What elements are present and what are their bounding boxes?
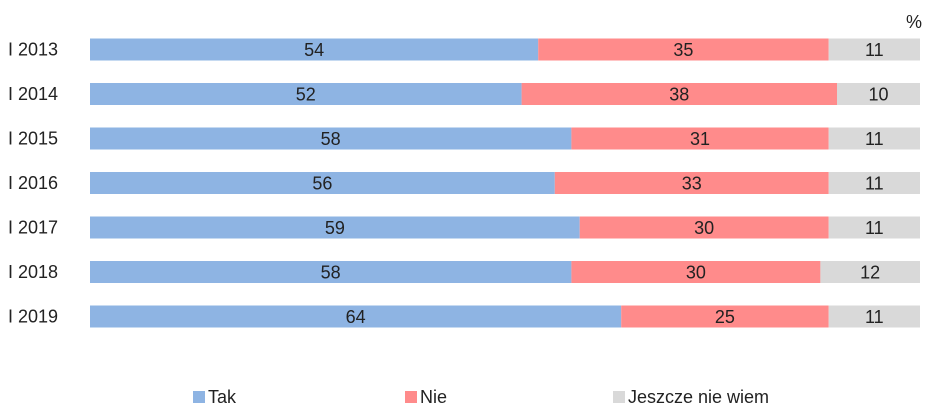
data-label: 30 bbox=[686, 263, 706, 283]
data-label: 38 bbox=[669, 85, 689, 105]
category-label: I 2014 bbox=[8, 84, 58, 104]
data-label: 11 bbox=[865, 129, 884, 149]
data-label: 30 bbox=[694, 218, 714, 238]
legend: Tak Nie Jeszcze nie wiem bbox=[193, 387, 769, 405]
category-label: I 2018 bbox=[8, 262, 58, 282]
legend-label: Tak bbox=[208, 387, 237, 405]
data-label: 11 bbox=[865, 307, 884, 327]
data-label: 59 bbox=[325, 218, 345, 238]
data-label: 52 bbox=[296, 85, 316, 105]
bar-rows: I 2013 54 35 11I 2014 52 38 10I 2015 58 31 11I 20… bbox=[8, 38, 920, 328]
bar-row: I 2018 58 30 12 bbox=[8, 261, 920, 283]
data-label: 11 bbox=[865, 40, 884, 60]
bar-segment bbox=[538, 38, 829, 61]
data-label: 35 bbox=[673, 40, 693, 60]
bar-segment bbox=[554, 172, 829, 194]
bar-segment bbox=[90, 127, 572, 150]
legend-swatch bbox=[193, 391, 205, 403]
bar-segment bbox=[521, 83, 837, 105]
bar-segment bbox=[90, 216, 580, 239]
bar-segment bbox=[820, 261, 920, 283]
data-label: 58 bbox=[321, 263, 341, 283]
legend-swatch bbox=[405, 391, 417, 403]
data-label: 64 bbox=[346, 307, 366, 327]
data-label: 12 bbox=[860, 263, 880, 283]
bar-segment bbox=[828, 216, 920, 239]
legend-label: Jeszcze nie wiem bbox=[628, 387, 769, 405]
bar-segment bbox=[828, 127, 920, 150]
bar-row: I 2019 64 25 11 bbox=[8, 305, 920, 328]
unit-label: % bbox=[906, 12, 922, 32]
bar-row: I 2016 56 33 11 bbox=[8, 172, 920, 194]
bar-segment bbox=[621, 305, 829, 328]
data-label: 56 bbox=[312, 174, 332, 194]
bar-segment bbox=[571, 261, 821, 283]
legend-item: Tak bbox=[193, 387, 237, 405]
bar-segment bbox=[828, 305, 920, 328]
bar-segment bbox=[90, 83, 522, 105]
data-label: 10 bbox=[868, 85, 888, 105]
legend-label: Nie bbox=[420, 387, 447, 405]
bar-row: I 2017 59 30 11 bbox=[8, 216, 920, 239]
bar-segment bbox=[579, 216, 829, 239]
bar-segment bbox=[837, 83, 920, 105]
category-label: I 2019 bbox=[8, 307, 58, 327]
category-label: I 2017 bbox=[8, 218, 58, 238]
bar-segment bbox=[571, 127, 829, 150]
data-label: 31 bbox=[690, 129, 710, 149]
category-label: I 2016 bbox=[8, 173, 58, 193]
bar-row: I 2013 54 35 11 bbox=[8, 38, 920, 61]
data-label: 11 bbox=[865, 218, 884, 238]
data-label: 11 bbox=[865, 174, 884, 194]
bar-row: I 2015 58 31 11 bbox=[8, 127, 920, 150]
bar-segment bbox=[90, 305, 622, 328]
category-label: I 2015 bbox=[8, 129, 58, 149]
category-label: I 2013 bbox=[8, 40, 58, 60]
data-label: 58 bbox=[321, 129, 341, 149]
bar-segment bbox=[90, 172, 555, 194]
bar-segment bbox=[90, 38, 539, 61]
bar-segment bbox=[828, 38, 920, 61]
bar-segment bbox=[90, 261, 572, 283]
data-label: 54 bbox=[304, 40, 324, 60]
bar-segment bbox=[828, 172, 920, 194]
legend-item: Nie bbox=[405, 387, 447, 405]
bar-row: I 2014 52 38 10 bbox=[8, 83, 920, 105]
data-label: 25 bbox=[715, 307, 735, 327]
legend-item: Jeszcze nie wiem bbox=[613, 387, 769, 405]
legend-swatch bbox=[613, 391, 625, 403]
data-label: 33 bbox=[682, 174, 702, 194]
